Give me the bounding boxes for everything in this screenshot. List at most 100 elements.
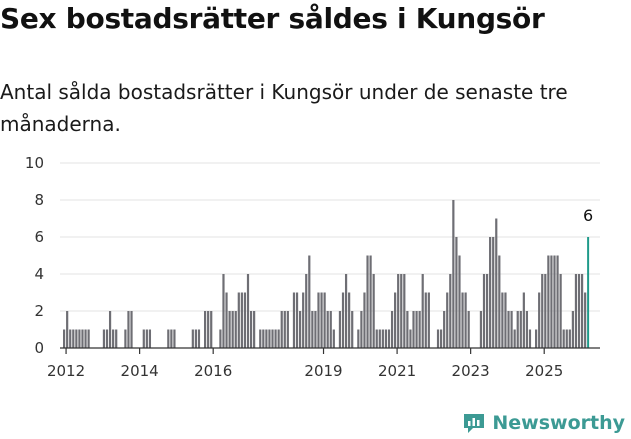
bar <box>443 311 446 348</box>
bar <box>351 311 354 348</box>
bar <box>580 274 584 348</box>
bar <box>501 292 504 348</box>
bar <box>400 274 403 348</box>
bar <box>452 200 455 348</box>
bar <box>436 329 440 348</box>
bars <box>63 200 590 348</box>
bar <box>84 329 87 348</box>
bar <box>286 311 289 348</box>
bar <box>485 274 489 348</box>
bar <box>568 329 571 348</box>
bar <box>105 329 109 348</box>
bar <box>424 292 427 348</box>
bar <box>504 292 507 348</box>
bar <box>390 311 394 348</box>
bar <box>381 329 384 348</box>
bar <box>277 329 280 348</box>
x-tick-label: 2012 <box>47 362 85 380</box>
bar <box>292 292 296 348</box>
bar <box>387 329 391 348</box>
bar <box>268 329 271 348</box>
x-axis: 2012 2014 2016 2019 2021 2023 2025 <box>47 347 600 380</box>
bar <box>467 311 470 348</box>
bar <box>311 311 314 348</box>
x-tick-label: 2019 <box>304 362 342 380</box>
bar <box>492 237 495 348</box>
bar <box>78 329 81 348</box>
bar <box>314 311 317 348</box>
bar <box>458 255 461 348</box>
y-tick-label: 6 <box>34 228 44 246</box>
bar <box>124 329 127 348</box>
bar <box>72 329 75 348</box>
bar <box>384 329 388 348</box>
bar <box>302 292 305 348</box>
x-tick-label: 2014 <box>121 362 159 380</box>
bar <box>562 329 565 348</box>
bar <box>553 255 556 348</box>
bar <box>66 311 69 348</box>
bar <box>271 329 274 348</box>
newsworthy-icon <box>464 414 485 433</box>
bar <box>326 311 329 348</box>
bar <box>240 292 243 348</box>
bar <box>498 255 501 348</box>
bar <box>538 292 541 348</box>
bar <box>332 329 335 348</box>
bar <box>130 311 133 348</box>
bar <box>412 311 415 348</box>
bar <box>295 292 299 348</box>
bar <box>544 274 547 348</box>
bar <box>231 311 234 348</box>
newsworthy-logo: Newsworthy <box>462 411 625 435</box>
bar <box>571 311 574 348</box>
bar <box>87 329 90 348</box>
y-tick-label: 2 <box>34 302 44 320</box>
x-tick-label: 2016 <box>194 362 232 380</box>
bar <box>574 274 578 348</box>
bar <box>283 311 286 348</box>
bar <box>513 329 516 348</box>
bar <box>210 311 213 348</box>
bar <box>525 311 529 348</box>
bar <box>510 311 513 348</box>
bar <box>246 274 250 348</box>
bar <box>280 311 283 348</box>
chart-subtitle: Antal sålda bostadsrätter i Kungsör unde… <box>0 80 568 136</box>
bar <box>341 292 345 348</box>
bar <box>348 292 351 348</box>
bar <box>446 292 449 348</box>
bar <box>145 329 148 348</box>
bar <box>237 292 240 348</box>
bar <box>344 274 348 348</box>
bar <box>360 311 363 348</box>
bar <box>115 329 118 348</box>
bar <box>243 292 247 348</box>
y-axis-ticks: 0 2 4 6 8 10 <box>25 154 44 357</box>
bar <box>108 311 112 348</box>
bar <box>191 329 194 348</box>
x-tick-label: 2025 <box>525 362 563 380</box>
bar <box>207 311 210 348</box>
bar <box>449 274 452 348</box>
bar <box>495 218 498 348</box>
bar <box>507 311 510 348</box>
bar <box>519 311 522 348</box>
annotations: 6 <box>583 206 593 225</box>
bar <box>170 329 173 348</box>
bar <box>338 311 342 348</box>
bar <box>366 255 369 348</box>
bar <box>375 329 378 348</box>
bar <box>194 329 197 348</box>
bar <box>372 274 375 348</box>
bar <box>406 311 409 348</box>
bar <box>541 274 544 348</box>
bar <box>439 329 443 348</box>
bar <box>528 329 532 348</box>
bar <box>403 274 406 348</box>
bar-chart: 0 2 4 6 8 10 2012 2014 2016 2019 2021 2023 2025 6 <box>25 154 600 380</box>
bar <box>363 292 366 348</box>
x-tick-label: 2021 <box>378 362 416 380</box>
bar <box>197 329 201 348</box>
bar <box>397 274 400 348</box>
